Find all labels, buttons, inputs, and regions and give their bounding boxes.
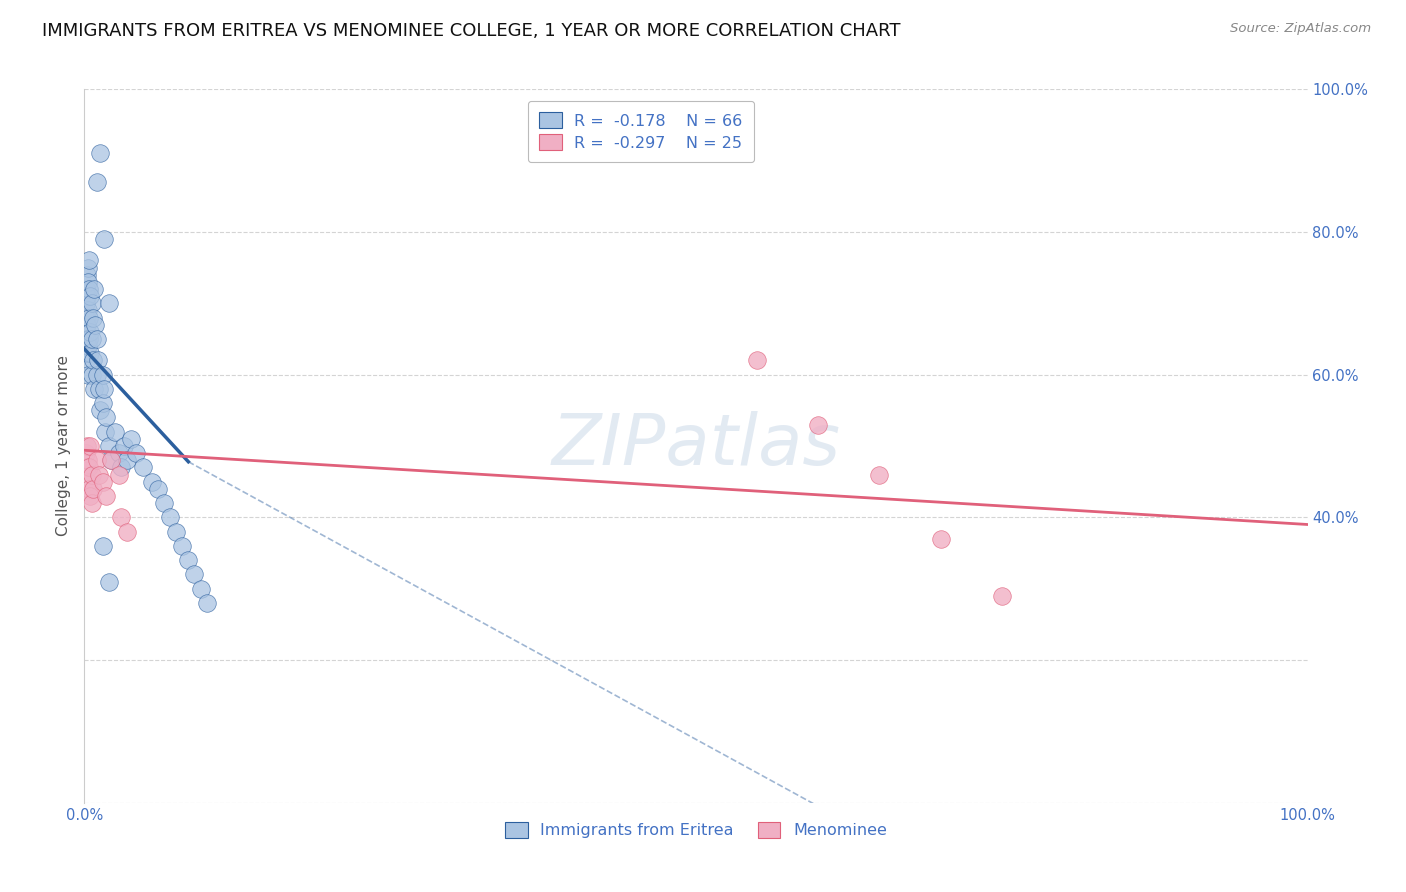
- Point: [115, 524, 138, 539]
- Point: [79, 289, 101, 303]
- Point: [86, 368, 108, 382]
- Point: [77, 260, 100, 275]
- Point: [76, 268, 98, 282]
- Point: [80, 496, 103, 510]
- Point: [82, 482, 104, 496]
- Point: [93, 382, 115, 396]
- Point: [79, 439, 101, 453]
- Point: [75, 296, 97, 310]
- Point: [80, 368, 103, 382]
- Point: [165, 524, 187, 539]
- Point: [77, 482, 100, 496]
- Point: [869, 467, 891, 482]
- Point: [97, 439, 120, 453]
- Point: [87, 353, 110, 368]
- Point: [84, 318, 107, 332]
- Point: [120, 432, 142, 446]
- Point: [86, 175, 108, 189]
- Point: [75, 446, 97, 460]
- Point: [112, 439, 135, 453]
- Point: [75, 282, 97, 296]
- Point: [89, 146, 111, 161]
- Point: [86, 332, 108, 346]
- Point: [146, 482, 169, 496]
- Point: [79, 346, 101, 360]
- Point: [89, 403, 111, 417]
- Point: [82, 310, 104, 325]
- Point: [82, 353, 104, 368]
- Point: [96, 410, 118, 425]
- Point: [79, 489, 101, 503]
- Point: [77, 332, 100, 346]
- Point: [77, 368, 100, 382]
- Point: [97, 296, 120, 310]
- Point: [87, 467, 110, 482]
- Point: [79, 325, 101, 339]
- Point: [76, 460, 98, 475]
- Legend: Immigrants from Eritrea, Menominee: Immigrants from Eritrea, Menominee: [499, 815, 893, 845]
- Point: [91, 539, 114, 553]
- Point: [104, 425, 127, 439]
- Point: [76, 346, 98, 360]
- Point: [97, 574, 120, 589]
- Point: [76, 318, 98, 332]
- Point: [747, 353, 769, 368]
- Point: [76, 439, 98, 453]
- Text: IMMIGRANTS FROM ERITREA VS MENOMINEE COLLEGE, 1 YEAR OR MORE CORRELATION CHART: IMMIGRANTS FROM ERITREA VS MENOMINEE COL…: [42, 22, 901, 40]
- Point: [77, 339, 100, 353]
- Point: [132, 460, 155, 475]
- Point: [77, 460, 100, 475]
- Point: [77, 282, 100, 296]
- Point: [100, 453, 122, 467]
- Point: [75, 310, 97, 325]
- Text: Source: ZipAtlas.com: Source: ZipAtlas.com: [1230, 22, 1371, 36]
- Point: [110, 510, 132, 524]
- Point: [75, 353, 97, 368]
- Point: [807, 417, 830, 432]
- Point: [86, 453, 108, 467]
- Point: [125, 446, 148, 460]
- Point: [141, 475, 163, 489]
- Point: [93, 232, 115, 246]
- Point: [77, 310, 100, 325]
- Point: [77, 253, 100, 268]
- Point: [110, 460, 132, 475]
- Point: [77, 475, 100, 489]
- Point: [77, 453, 100, 467]
- Text: ZIPatlas: ZIPatlas: [551, 411, 841, 481]
- Point: [177, 553, 200, 567]
- Point: [77, 275, 100, 289]
- Point: [80, 467, 103, 482]
- Point: [195, 596, 218, 610]
- Point: [115, 453, 138, 467]
- Point: [80, 332, 103, 346]
- Point: [107, 467, 129, 482]
- Point: [96, 489, 118, 503]
- Point: [100, 453, 122, 467]
- Point: [991, 589, 1014, 603]
- Point: [76, 332, 98, 346]
- Point: [83, 282, 105, 296]
- Point: [80, 296, 103, 310]
- Point: [929, 532, 952, 546]
- Point: [91, 396, 114, 410]
- Point: [107, 446, 129, 460]
- Point: [87, 382, 110, 396]
- Point: [172, 539, 194, 553]
- Point: [91, 368, 114, 382]
- Point: [159, 510, 181, 524]
- Point: [153, 496, 176, 510]
- Point: [77, 303, 100, 318]
- Point: [76, 289, 98, 303]
- Point: [75, 325, 97, 339]
- Point: [83, 382, 105, 396]
- Point: [183, 567, 205, 582]
- Point: [94, 425, 117, 439]
- Point: [91, 475, 114, 489]
- Y-axis label: College, 1 year or more: College, 1 year or more: [56, 356, 72, 536]
- Point: [190, 582, 212, 596]
